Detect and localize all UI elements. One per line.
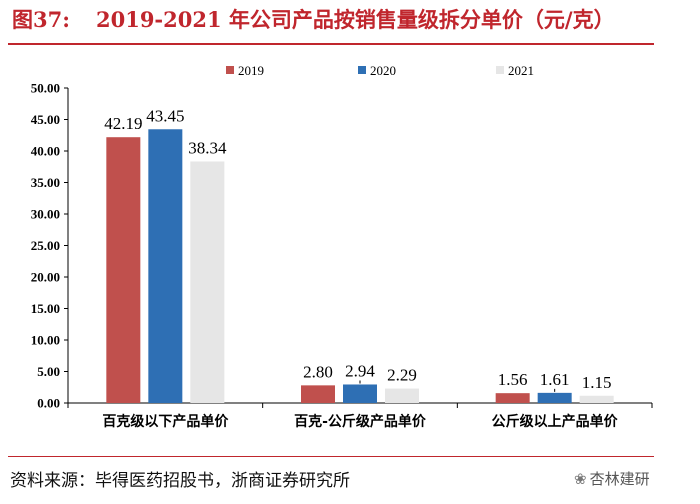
y-tick-label: 30.00 bbox=[31, 207, 60, 222]
data-label: 1.15 bbox=[582, 373, 612, 392]
legend-label: 2020 bbox=[370, 63, 396, 78]
category-label: 公斤级以上产品单价 bbox=[492, 413, 619, 430]
source-rule bbox=[8, 456, 654, 457]
title-rule bbox=[8, 43, 654, 45]
bar-2019 bbox=[495, 393, 530, 403]
y-tick-label: 15.00 bbox=[31, 301, 60, 316]
bar-2021 bbox=[385, 388, 419, 403]
y-tick-label: 40.00 bbox=[31, 144, 60, 159]
watermark-text: 杏林建研 bbox=[589, 470, 650, 488]
legend-swatch-2019 bbox=[226, 66, 234, 74]
data-label: 43.45 bbox=[146, 106, 184, 125]
legend-swatch-2021 bbox=[496, 66, 504, 74]
figure-number: 图37: bbox=[12, 7, 70, 32]
y-tick-label: 5.00 bbox=[37, 364, 60, 379]
bar-2020 bbox=[537, 392, 572, 403]
data-label: 38.34 bbox=[188, 138, 227, 157]
data-label: 1.61 bbox=[540, 370, 570, 389]
y-tick-label: 45.00 bbox=[31, 112, 60, 127]
y-tick-label: 25.00 bbox=[31, 238, 60, 253]
legend-swatch-2020 bbox=[358, 66, 366, 74]
data-label: 1.56 bbox=[498, 370, 528, 389]
legend-label: 2019 bbox=[238, 63, 264, 78]
figure-title: 图37: 2019-2021 年公司产品按销售量级拆分单价（元/克） bbox=[10, 4, 615, 34]
y-tick-label: 10.00 bbox=[31, 333, 60, 348]
bar-2019 bbox=[301, 385, 335, 403]
data-label: 2.29 bbox=[387, 366, 417, 385]
legend-label: 2021 bbox=[508, 63, 534, 78]
category-label: 百克级以下产品单价 bbox=[102, 413, 229, 430]
category-label: 百克-公斤级产品单价 bbox=[294, 413, 427, 430]
y-tick-label: 20.00 bbox=[31, 270, 60, 285]
y-tick-label: 0.00 bbox=[37, 396, 60, 411]
y-tick-label: 35.00 bbox=[31, 175, 60, 190]
bar-2020 bbox=[343, 384, 377, 403]
bar-2019 bbox=[106, 137, 141, 403]
source-note: 资料来源：毕得医药招股书，浙商证券研究所 bbox=[10, 471, 350, 491]
watermark: ❀ 杏林建研 bbox=[574, 468, 650, 489]
bar-2020 bbox=[148, 129, 183, 403]
y-tick-label: 50.00 bbox=[31, 81, 60, 96]
figure-title-text: 2019-2021 年公司产品按销售量级拆分单价（元/克） bbox=[95, 7, 615, 32]
data-label: 42.19 bbox=[104, 114, 142, 133]
bar-2021 bbox=[579, 395, 614, 403]
data-label: 2.94 bbox=[345, 361, 375, 380]
data-label: 2.80 bbox=[303, 362, 333, 381]
bar-2021 bbox=[190, 161, 225, 403]
wechat-icon: ❀ bbox=[574, 470, 587, 488]
